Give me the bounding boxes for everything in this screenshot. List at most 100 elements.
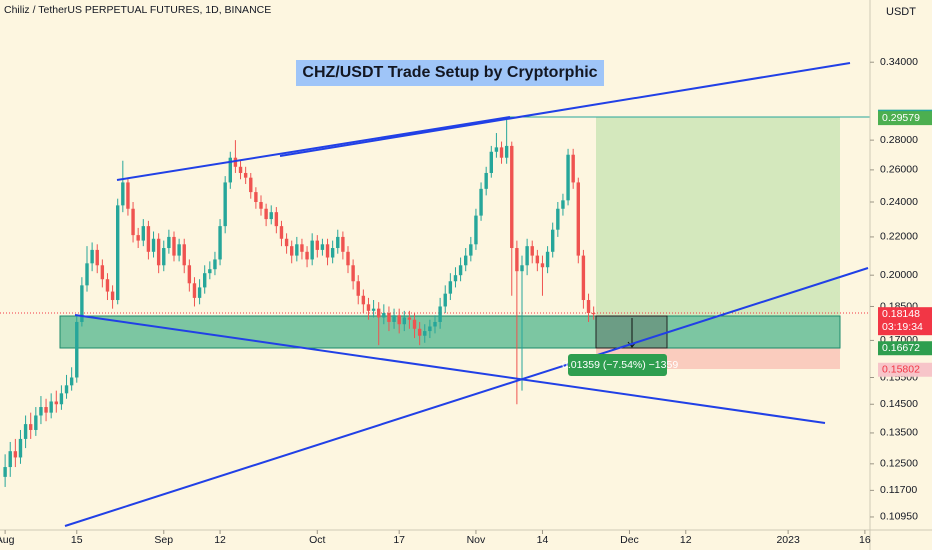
measure-label-box bbox=[568, 354, 667, 376]
y-tick-label: 0.14500 bbox=[880, 398, 918, 410]
x-tick-label: Oct bbox=[309, 534, 325, 546]
candle-body bbox=[249, 177, 253, 193]
x-tick-label: Nov bbox=[467, 534, 486, 546]
candle-body bbox=[448, 281, 453, 294]
x-tick-label: 12 bbox=[680, 534, 692, 546]
candle-body bbox=[417, 328, 422, 336]
title-box bbox=[296, 60, 604, 86]
candle-body bbox=[382, 313, 386, 318]
candle-body bbox=[591, 313, 596, 315]
candle-body bbox=[433, 321, 437, 327]
candle-body bbox=[223, 182, 227, 227]
x-tick-label: 2023 bbox=[776, 534, 800, 546]
candle-body bbox=[80, 285, 84, 322]
candle-body bbox=[156, 238, 161, 266]
candle-body bbox=[59, 393, 64, 405]
candle-body bbox=[402, 317, 406, 325]
candle-body bbox=[233, 157, 238, 167]
candle-body bbox=[428, 326, 432, 332]
candle-body bbox=[208, 269, 212, 274]
candle-body bbox=[412, 319, 417, 329]
chart-title: CHZ/USDT Trade Setup by Cryptorphic bbox=[302, 64, 597, 81]
candle-body bbox=[484, 172, 488, 189]
candle-body bbox=[105, 279, 110, 292]
candle-body bbox=[551, 229, 555, 252]
candle-body bbox=[290, 246, 294, 256]
candle-body bbox=[238, 166, 243, 173]
price-tag bbox=[878, 307, 932, 336]
y-tick-label: 0.24000 bbox=[880, 196, 918, 208]
candle-body bbox=[515, 248, 519, 272]
candle-body bbox=[510, 145, 514, 249]
candle-body bbox=[187, 265, 192, 284]
candle-body bbox=[325, 244, 330, 258]
candle-body bbox=[121, 182, 125, 206]
demand-zone bbox=[59, 315, 841, 349]
candle-body bbox=[136, 235, 140, 241]
candle-body bbox=[346, 251, 350, 266]
candle-body bbox=[525, 246, 529, 266]
candle-body bbox=[213, 259, 217, 270]
candle-body bbox=[197, 287, 202, 298]
candle-body bbox=[464, 255, 468, 266]
axis-unit: USDT bbox=[886, 6, 916, 18]
candle-body bbox=[336, 236, 340, 249]
candle-body bbox=[34, 415, 38, 430]
candle-body bbox=[116, 205, 120, 301]
candle-body bbox=[264, 208, 268, 220]
candle-body bbox=[300, 244, 304, 252]
trend-lines bbox=[64, 62, 869, 527]
candle-body bbox=[218, 226, 222, 260]
x-tick-label: 16 bbox=[859, 534, 871, 546]
y-tick-label: 0.26000 bbox=[880, 164, 918, 176]
candle-body bbox=[29, 424, 33, 430]
candle-body bbox=[295, 244, 299, 256]
candle-body bbox=[489, 151, 493, 173]
y-tick-label: 0.11700 bbox=[880, 484, 917, 496]
candle-body bbox=[453, 275, 458, 282]
candle-body bbox=[392, 315, 396, 322]
candle-body bbox=[95, 249, 99, 266]
countdown: 03:19:34 bbox=[882, 321, 923, 333]
candle-body bbox=[504, 145, 509, 158]
candle-body bbox=[566, 154, 570, 201]
candle-body bbox=[576, 182, 580, 256]
trend-line bbox=[64, 267, 869, 527]
candle-body bbox=[131, 208, 135, 236]
candle-body bbox=[371, 308, 376, 311]
x-tick-label: Aug bbox=[0, 534, 15, 546]
candle-body bbox=[479, 188, 483, 216]
y-tick-label: 0.10950 bbox=[880, 511, 918, 523]
candle-body bbox=[556, 208, 560, 230]
x-tick-label: Dec bbox=[620, 534, 639, 546]
candle-body bbox=[100, 265, 105, 280]
candle-body bbox=[341, 236, 345, 252]
candle-body bbox=[397, 315, 401, 325]
price-axis bbox=[870, 0, 932, 550]
candle-body bbox=[243, 172, 248, 178]
candle-body bbox=[182, 244, 186, 266]
candle-body bbox=[151, 238, 156, 252]
trend-line bbox=[279, 62, 851, 157]
candle-body bbox=[315, 240, 319, 250]
y-tick-label: 0.12500 bbox=[880, 458, 918, 470]
candle-body bbox=[494, 147, 499, 152]
candle-body bbox=[126, 182, 130, 209]
price-tag-label: 0.18148 bbox=[882, 308, 920, 320]
candle-body bbox=[377, 308, 381, 318]
candle-body bbox=[274, 212, 279, 227]
candle-body bbox=[162, 248, 166, 266]
price-tag bbox=[878, 111, 932, 126]
x-tick-label: 15 bbox=[71, 534, 83, 546]
candle-body bbox=[545, 251, 550, 268]
candle-body bbox=[279, 226, 284, 239]
candle-body bbox=[469, 244, 473, 256]
header: Chiliz / TetherUS PERPETUAL FUTURES, 1D,… bbox=[4, 4, 271, 16]
candle-body bbox=[75, 321, 79, 378]
candle-body bbox=[351, 265, 355, 282]
candle-body bbox=[499, 147, 504, 158]
candle-body bbox=[320, 244, 325, 250]
x-tick-label: 14 bbox=[537, 534, 549, 546]
candle-body bbox=[54, 401, 58, 405]
price-tag bbox=[878, 341, 932, 356]
